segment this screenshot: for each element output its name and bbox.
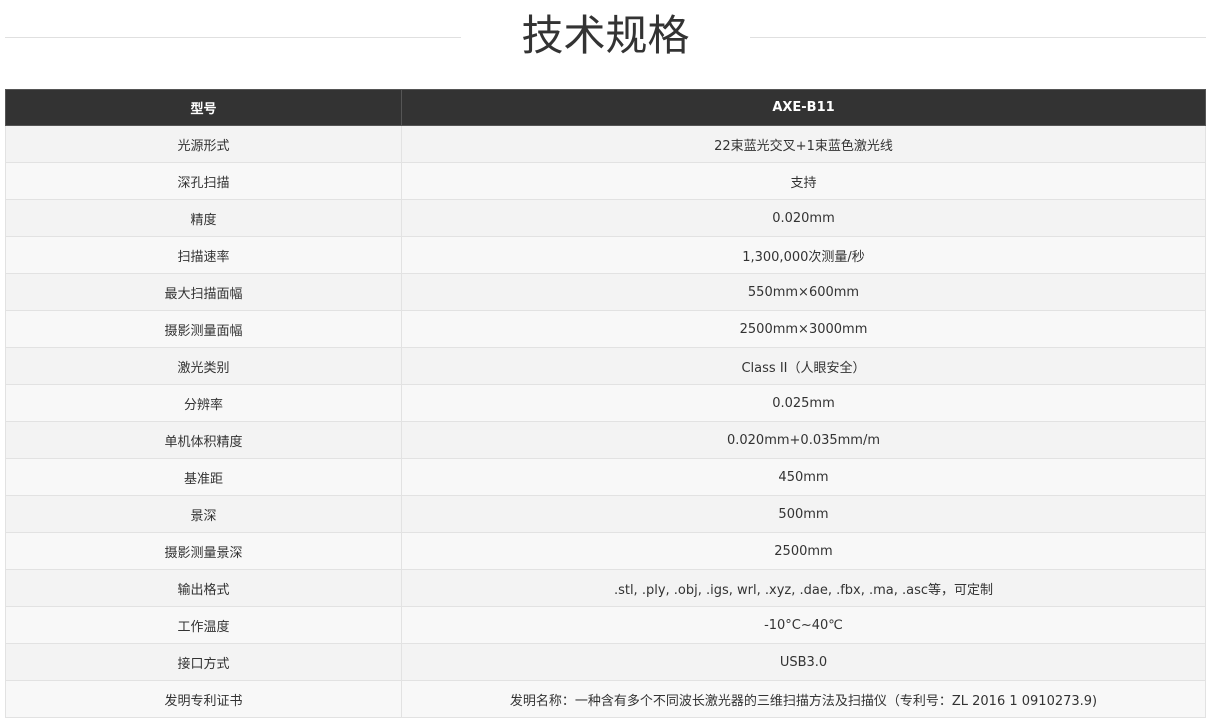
- header-model-label: 型号: [5, 89, 402, 126]
- spec-name: 工作温度: [5, 606, 402, 644]
- spec-name: 深孔扫描: [5, 162, 402, 200]
- page-title: 技术规格: [521, 11, 690, 60]
- spec-value: Class II（人眼安全）: [401, 347, 1206, 385]
- spec-name: 扫描速率: [5, 236, 402, 274]
- table-row: 摄影测量面幅 2500mm×3000mm: [5, 310, 1206, 348]
- spec-value: 550mm×600mm: [401, 273, 1206, 311]
- spec-name: 摄影测量景深: [5, 532, 402, 570]
- spec-name: 景深: [5, 495, 402, 533]
- table-row: 单机体积精度 0.020mm+0.035mm/m: [5, 421, 1206, 459]
- table-row: 工作温度 -10°C~40℃: [5, 606, 1206, 644]
- table-row: 光源形式 22束蓝光交叉+1束蓝色激光线: [5, 125, 1206, 163]
- table-row: 发明专利证书 发明名称：一种含有多个不同波长激光器的三维扫描方法及扫描仪（专利号：…: [5, 680, 1206, 718]
- spec-value: 2500mm×3000mm: [401, 310, 1206, 348]
- spec-value: .stl, .ply, .obj, .igs, wrl, .xyz, .dae,…: [401, 569, 1206, 607]
- table-row: 激光类别 Class II（人眼安全）: [5, 347, 1206, 385]
- spec-name: 基准距: [5, 458, 402, 496]
- spec-value: 0.020mm: [401, 199, 1206, 237]
- table-row: 基准距 450mm: [5, 458, 1206, 496]
- table-row: 扫描速率 1,300,000次测量/秒: [5, 236, 1206, 274]
- spec-value: -10°C~40℃: [401, 606, 1206, 644]
- spec-name: 精度: [5, 199, 402, 237]
- spec-value: 1,300,000次测量/秒: [401, 236, 1206, 274]
- table-row: 景深 500mm: [5, 495, 1206, 533]
- table-row: 精度 0.020mm: [5, 199, 1206, 237]
- table-row: 深孔扫描 支持: [5, 162, 1206, 200]
- table-row: 接口方式 USB3.0: [5, 643, 1206, 681]
- divider-right: [750, 37, 1206, 38]
- spec-value: 22束蓝光交叉+1束蓝色激光线: [401, 125, 1206, 163]
- spec-value: 2500mm: [401, 532, 1206, 570]
- spec-name: 摄影测量面幅: [5, 310, 402, 348]
- spec-name: 最大扫描面幅: [5, 273, 402, 311]
- table-row: 最大扫描面幅 550mm×600mm: [5, 273, 1206, 311]
- spec-name: 分辨率: [5, 384, 402, 422]
- spec-name: 输出格式: [5, 569, 402, 607]
- table-row: 摄影测量景深 2500mm: [5, 532, 1206, 570]
- section-header: 技术规格: [5, 0, 1206, 80]
- spec-name: 发明专利证书: [5, 680, 402, 718]
- spec-table: 型号 AXE-B11 光源形式 22束蓝光交叉+1束蓝色激光线 深孔扫描 支持 精度 0.…: [5, 89, 1206, 718]
- spec-name: 接口方式: [5, 643, 402, 681]
- spec-name: 光源形式: [5, 125, 402, 163]
- spec-value: USB3.0: [401, 643, 1206, 681]
- table-row: 分辨率 0.025mm: [5, 384, 1206, 422]
- spec-value: 0.020mm+0.035mm/m: [401, 421, 1206, 459]
- spec-name: 单机体积精度: [5, 421, 402, 459]
- spec-name: 激光类别: [5, 347, 402, 385]
- header-model-value: AXE-B11: [401, 89, 1206, 126]
- spec-value: 支持: [401, 162, 1206, 200]
- spec-value: 0.025mm: [401, 384, 1206, 422]
- spec-value: 450mm: [401, 458, 1206, 496]
- divider-left: [5, 37, 461, 38]
- spec-value: 发明名称：一种含有多个不同波长激光器的三维扫描方法及扫描仪（专利号：ZL 201…: [401, 680, 1206, 718]
- spec-value: 500mm: [401, 495, 1206, 533]
- table-header-row: 型号 AXE-B11: [5, 89, 1206, 126]
- table-row: 输出格式 .stl, .ply, .obj, .igs, wrl, .xyz, .…: [5, 569, 1206, 607]
